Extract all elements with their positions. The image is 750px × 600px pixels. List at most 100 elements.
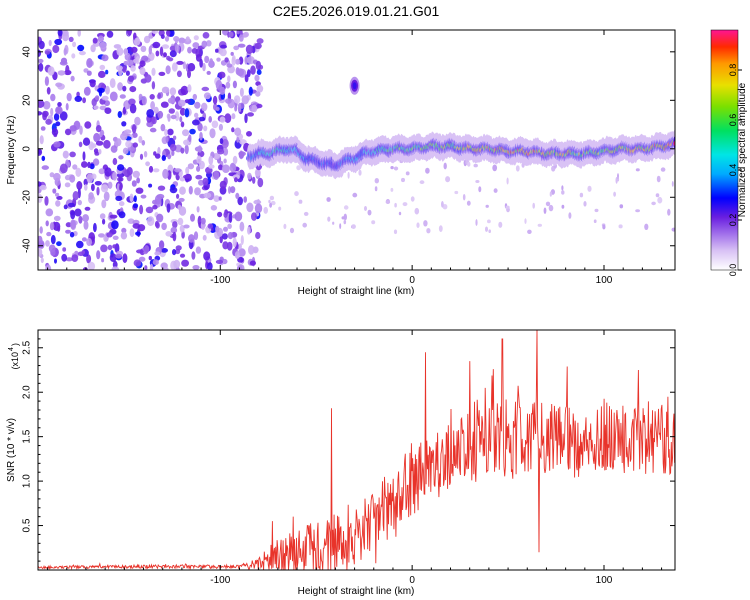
noise-blob xyxy=(249,260,256,266)
noise-blob xyxy=(82,97,86,104)
colorbar-tick-label: 0.2 xyxy=(728,214,738,227)
noise-blob xyxy=(176,60,184,65)
noise-blob xyxy=(219,86,226,95)
noise-blob xyxy=(426,228,431,234)
noise-blob xyxy=(82,137,91,146)
snr-marks xyxy=(38,330,675,570)
noise-blob xyxy=(283,223,287,230)
noise-blob xyxy=(129,103,137,114)
noise-blob xyxy=(103,139,111,149)
x-tick-label: 100 xyxy=(596,575,613,586)
noise-blob xyxy=(327,216,331,222)
noise-blob xyxy=(194,101,201,109)
noise-blob xyxy=(393,229,398,235)
noise-blob xyxy=(219,116,226,123)
noise-blob xyxy=(53,215,61,221)
noise-blob xyxy=(243,196,247,203)
noise-blob xyxy=(241,95,249,105)
noise-blob xyxy=(56,241,62,247)
noise-blob xyxy=(208,164,215,169)
noise-blob xyxy=(159,46,164,57)
noise-blob xyxy=(70,75,75,82)
noise-blob xyxy=(237,196,243,206)
noise-blob xyxy=(62,247,67,252)
noise-blob xyxy=(246,69,251,78)
noise-blob xyxy=(131,132,138,138)
noise-blob xyxy=(154,251,161,256)
noise-blob xyxy=(227,75,231,83)
noise-blob xyxy=(61,253,68,262)
noise-blob xyxy=(121,121,127,127)
noise-blob xyxy=(498,221,503,228)
noise-blob xyxy=(180,85,189,96)
noise-blob xyxy=(146,109,155,118)
noise-blob xyxy=(51,128,59,136)
noise-blob xyxy=(143,35,151,44)
noise-blob xyxy=(46,231,52,237)
noise-blob xyxy=(181,259,190,267)
noise-blob xyxy=(160,34,165,39)
noise-blob xyxy=(97,87,105,94)
colorbar-tick-label: 0.8 xyxy=(728,64,738,77)
noise-blob xyxy=(65,222,72,228)
noise-blob xyxy=(86,254,92,264)
noise-blob xyxy=(545,201,551,207)
noise-blob xyxy=(303,211,309,216)
noise-blob xyxy=(247,226,251,235)
noise-blob xyxy=(217,211,223,218)
noise-blob xyxy=(133,195,137,203)
noise-blob xyxy=(256,38,264,44)
noise-blob xyxy=(152,199,158,205)
noise-blob xyxy=(198,179,204,186)
noise-blob xyxy=(237,43,246,48)
x-tick-label: 100 xyxy=(596,275,613,286)
noise-blob xyxy=(98,149,102,155)
noise-blob xyxy=(157,110,164,119)
noise-blob xyxy=(219,138,224,145)
noise-blob xyxy=(54,38,63,46)
noise-blob xyxy=(208,116,212,123)
noise-blob xyxy=(50,93,56,102)
noise-blob xyxy=(537,223,542,227)
y-tick-label: 1.5 xyxy=(22,429,33,443)
noise-blob xyxy=(371,220,376,225)
noise-blob xyxy=(131,180,137,187)
noise-blob xyxy=(223,226,228,232)
noise-blob xyxy=(248,86,253,96)
noise-blob xyxy=(425,167,430,174)
noise-blob xyxy=(220,44,227,49)
noise-blob xyxy=(492,164,498,172)
noise-blob xyxy=(583,201,587,207)
noise-blob xyxy=(199,131,203,141)
noise-blob xyxy=(602,224,606,230)
noise-blob xyxy=(89,163,95,170)
noise-blob xyxy=(115,195,123,201)
noise-blob xyxy=(165,135,169,143)
noise-blob xyxy=(82,267,88,270)
noise-blob xyxy=(211,120,219,129)
snr-axes: -100 0 100 0.5 1.0 1.5 2.0 2.5 xyxy=(22,329,675,586)
noise-blob xyxy=(243,31,250,38)
noise-blob xyxy=(237,102,242,113)
y-tick-label: 0.5 xyxy=(22,518,33,532)
noise-blob xyxy=(151,116,157,125)
noise-blob xyxy=(475,219,478,226)
noise-blob xyxy=(252,176,256,184)
noise-blob xyxy=(157,185,166,191)
noise-blob xyxy=(161,155,166,161)
noise-blob xyxy=(167,154,172,160)
noise-blob xyxy=(78,141,83,148)
noise-blob xyxy=(166,203,171,213)
noise-blob xyxy=(100,184,109,193)
noise-blob xyxy=(53,141,61,148)
noise-blob xyxy=(196,165,201,172)
noise-blob xyxy=(75,167,82,177)
noise-blob xyxy=(218,164,223,171)
noise-blob xyxy=(141,140,146,146)
noise-blob xyxy=(101,54,109,62)
noise-blob xyxy=(76,91,80,98)
noise-blob xyxy=(133,58,139,64)
noise-blob xyxy=(102,218,106,225)
noise-blob xyxy=(93,132,101,143)
noise-blob xyxy=(164,128,168,137)
